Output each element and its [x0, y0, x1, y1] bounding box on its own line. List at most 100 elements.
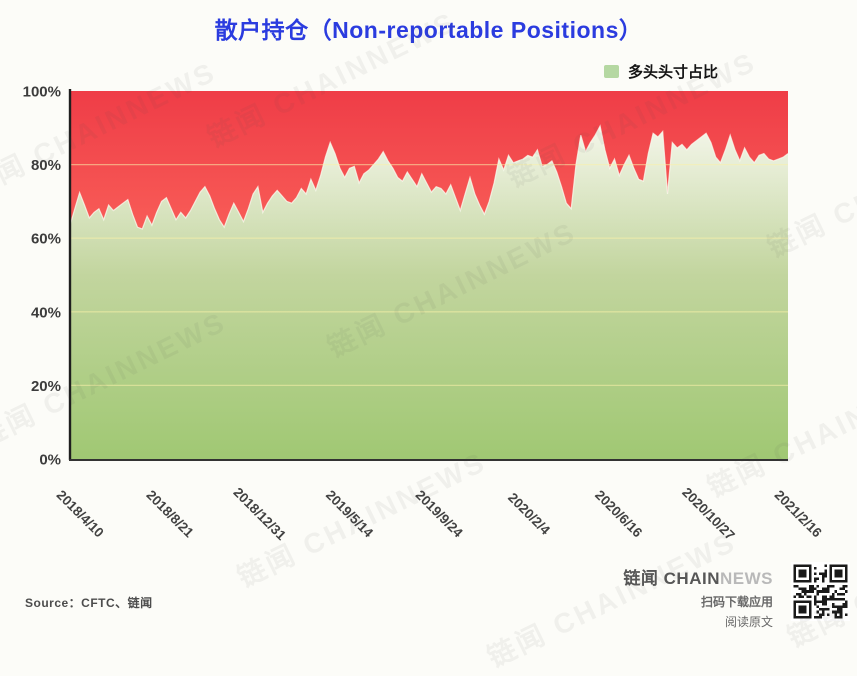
qr-module	[844, 603, 848, 606]
qr-module	[834, 615, 838, 619]
qr-module	[832, 597, 835, 601]
qr-finder-core	[798, 605, 807, 614]
x-tick-label: 2018/8/21	[143, 487, 196, 540]
brand-logo: 链闻 CHAINNEWS 扫码下载应用 阅读原文	[623, 564, 773, 630]
qr-module	[821, 595, 825, 598]
qr-module	[834, 605, 838, 609]
qr-module	[832, 610, 835, 614]
qr-module	[816, 577, 820, 580]
x-tick-label: 2020/6/16	[592, 487, 645, 540]
qr-module	[839, 610, 843, 614]
qr-module	[834, 613, 838, 616]
qr-module	[819, 590, 822, 593]
qr-module	[824, 569, 827, 573]
qr-module	[814, 587, 817, 591]
qr-module	[821, 608, 825, 611]
qr-module	[842, 592, 845, 596]
qr-module	[842, 605, 845, 609]
qr-module	[801, 590, 804, 593]
qr-module	[798, 587, 802, 591]
brand-subtitle-download: 扫码下载应用	[700, 595, 773, 609]
x-tick-label: 2019/5/14	[323, 487, 376, 540]
qr-module	[793, 585, 797, 588]
qr-module	[821, 590, 825, 593]
brand-en-strong: CHAIN	[663, 569, 720, 588]
brand-cn: 链闻	[623, 569, 664, 588]
qr-module	[839, 605, 843, 609]
qr-module	[832, 585, 835, 588]
qr-module	[821, 603, 825, 606]
qr-module	[829, 597, 833, 601]
qr-module	[844, 613, 848, 616]
qr-module	[814, 600, 817, 604]
y-tick-label: 40%	[31, 304, 61, 321]
qr-module	[826, 597, 830, 601]
qr-module	[824, 603, 827, 606]
qr-module	[844, 585, 848, 588]
qr-module	[808, 590, 812, 593]
qr-module	[824, 572, 827, 575]
qr-module	[814, 577, 817, 580]
qr-module	[819, 615, 822, 619]
qr-module	[816, 610, 820, 614]
qr-module	[821, 610, 825, 614]
qr-module	[824, 597, 827, 601]
qr-finder-core	[834, 569, 843, 578]
qr-module	[808, 587, 812, 591]
qr-module	[814, 572, 817, 575]
remainder-area	[70, 91, 788, 229]
x-tick-label: 2020/2/4	[505, 490, 553, 538]
qr-module	[844, 605, 848, 609]
qr-module	[811, 587, 815, 591]
qr-module	[824, 574, 827, 578]
qr-module	[808, 585, 812, 588]
qr-module	[821, 579, 825, 583]
y-tick-label: 20%	[31, 378, 61, 395]
source-note: Source：CFTC、链闻	[25, 596, 153, 610]
qr-module	[821, 577, 825, 580]
qr-module	[811, 585, 815, 588]
x-tick-label: 2019/9/24	[413, 487, 466, 540]
stacked-area-chart: 0% 20% 40% 60% 80% 100% 2018/4/10 2018/8/21 2018…	[23, 84, 825, 544]
page-title: 散户持仓（Non-reportable Positions）	[214, 17, 643, 43]
qr-module	[816, 605, 820, 609]
qr-module	[816, 585, 820, 588]
qr-module	[814, 595, 817, 598]
x-tick-label: 2020/10/27	[679, 485, 737, 543]
qr-module	[837, 608, 840, 611]
qr-module	[811, 590, 815, 593]
qr-module	[816, 600, 820, 604]
qr-module	[829, 595, 833, 598]
qr-module	[821, 587, 825, 591]
qr-module	[837, 592, 840, 596]
qr-module	[824, 564, 827, 568]
qr-module	[796, 585, 799, 588]
qr-code	[791, 562, 850, 621]
qr-module	[839, 608, 843, 611]
qr-module	[814, 597, 817, 601]
qr-module	[834, 590, 838, 593]
qr-finder-core	[798, 569, 807, 578]
qr-module	[819, 613, 822, 616]
qr-module	[819, 608, 822, 611]
qr-module	[839, 592, 843, 596]
qr-module	[842, 585, 845, 588]
qr-module	[803, 587, 807, 591]
qr-module	[826, 608, 830, 611]
qr-module	[837, 615, 840, 619]
qr-module	[806, 590, 809, 593]
qr-module	[821, 574, 825, 578]
chart-legend: 多头头寸占比	[604, 61, 718, 82]
qr-module	[824, 587, 827, 591]
x-tick-label: 2018/4/10	[54, 487, 107, 540]
qr-module	[832, 605, 835, 609]
qr-module	[844, 600, 848, 604]
qr-module	[839, 613, 843, 616]
qr-module	[826, 585, 830, 588]
qr-module	[821, 597, 825, 601]
qr-module	[803, 590, 807, 593]
qr-module	[826, 587, 830, 591]
qr-module	[814, 615, 817, 619]
qr-module	[834, 610, 838, 614]
qr-module	[837, 605, 840, 609]
